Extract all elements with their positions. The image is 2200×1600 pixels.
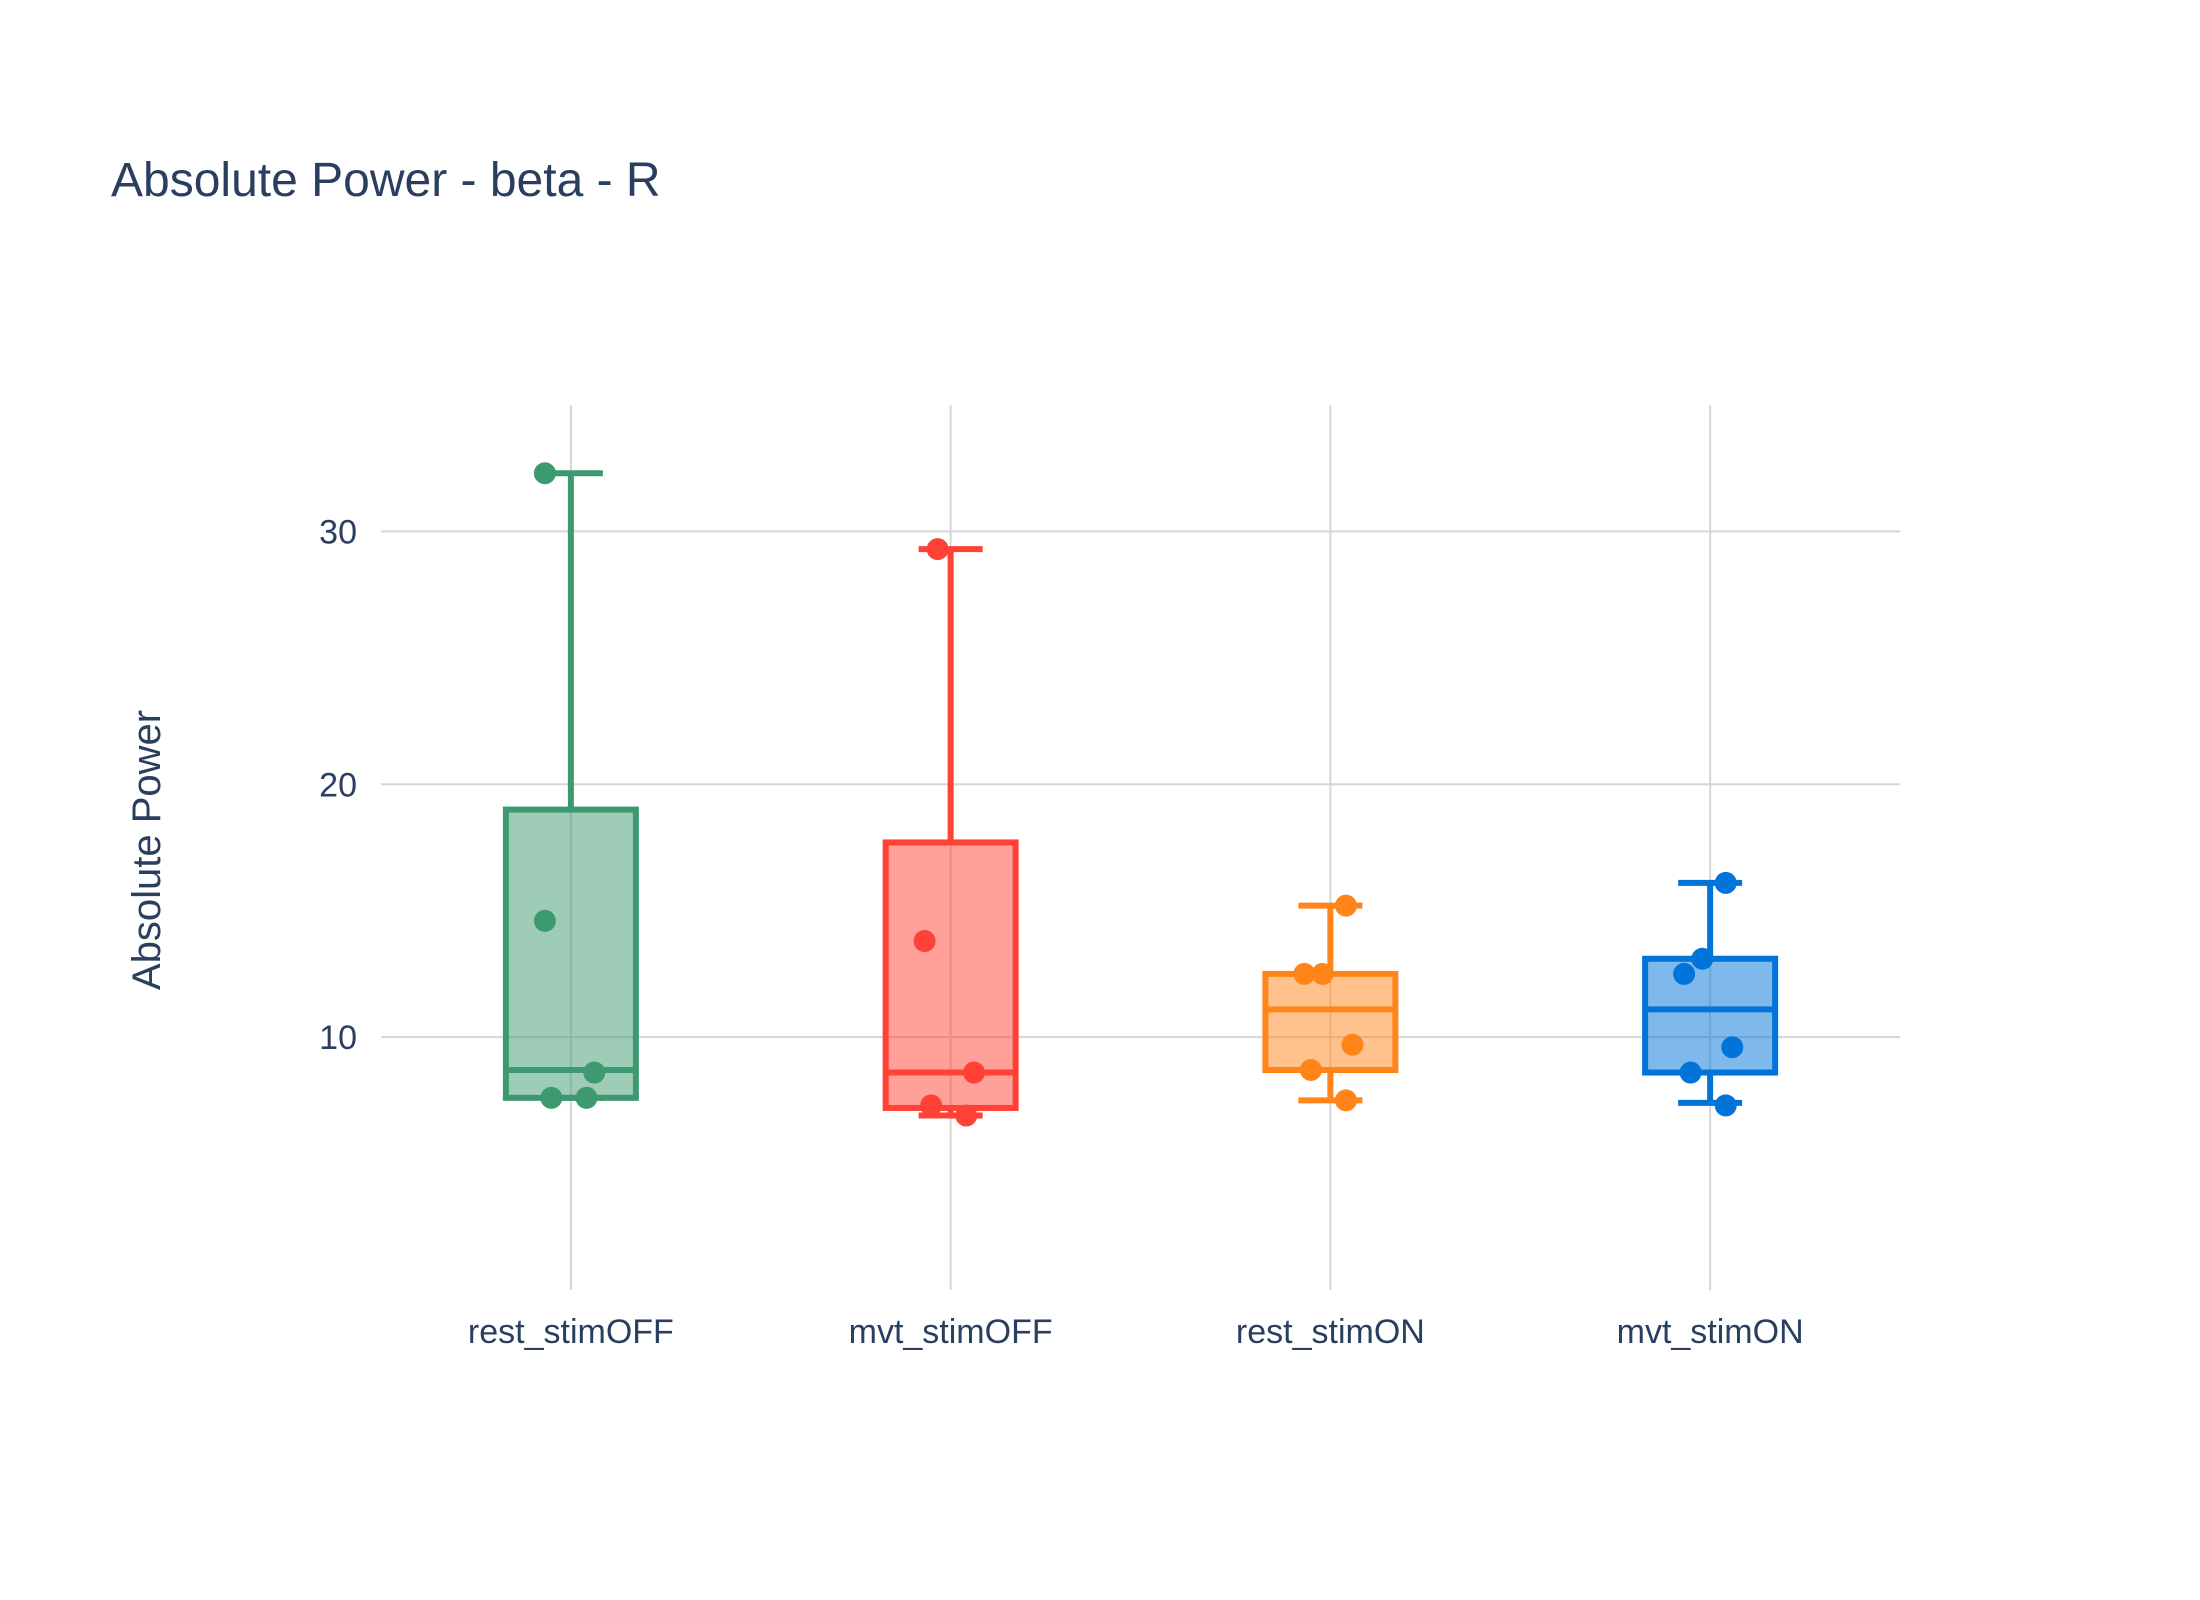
y-tick-label: 20 [319, 766, 357, 804]
data-point [1311, 962, 1334, 985]
box-traces [502, 462, 1779, 1127]
data-point [575, 1086, 598, 1109]
x-tick-label: mvt_stimON [1617, 1313, 1804, 1351]
data-point [1673, 962, 1696, 985]
y-tick-labels: 10 20 30 [319, 513, 357, 1057]
y-tick-label: 30 [319, 513, 357, 551]
data-point [540, 1086, 563, 1109]
data-point [1679, 1061, 1702, 1084]
x-tick-label: rest_stimON [1236, 1313, 1425, 1351]
box-trace-mvt_stimOFF [882, 538, 1019, 1127]
data-point [1334, 1089, 1357, 1112]
y-tick-label: 10 [319, 1019, 357, 1057]
data-point [1721, 1036, 1744, 1059]
box-trace-rest_stimON [1262, 894, 1399, 1112]
data-point [913, 930, 936, 953]
box-iqr [1262, 970, 1399, 1074]
box-iqr [1642, 955, 1779, 1076]
data-point [1691, 947, 1714, 970]
box-trace-mvt_stimON [1642, 871, 1779, 1117]
box-trace-rest_stimOFF [502, 462, 639, 1109]
data-point [963, 1061, 986, 1084]
data-point [926, 538, 949, 561]
data-point [1341, 1033, 1364, 1056]
chart-title: Absolute Power - beta - R [111, 154, 661, 207]
data-point [583, 1061, 606, 1084]
x-tick-labels: rest_stimOFF mvt_stimOFF rest_stimON mvt_st… [468, 1313, 1804, 1351]
data-point [1334, 894, 1357, 917]
y-axis-label: Absolute Power [125, 710, 169, 990]
data-point [1293, 962, 1316, 985]
data-point [955, 1104, 978, 1127]
box-iqr [882, 839, 1019, 1111]
x-tick-label: rest_stimOFF [468, 1313, 674, 1351]
box-iqr [502, 806, 639, 1101]
data-point [920, 1094, 943, 1117]
data-point [1714, 871, 1737, 894]
x-tick-label: mvt_stimOFF [849, 1313, 1053, 1351]
data-point [1714, 1094, 1737, 1117]
data-point [1299, 1059, 1322, 1082]
data-point [533, 462, 556, 485]
data-point [533, 909, 556, 932]
